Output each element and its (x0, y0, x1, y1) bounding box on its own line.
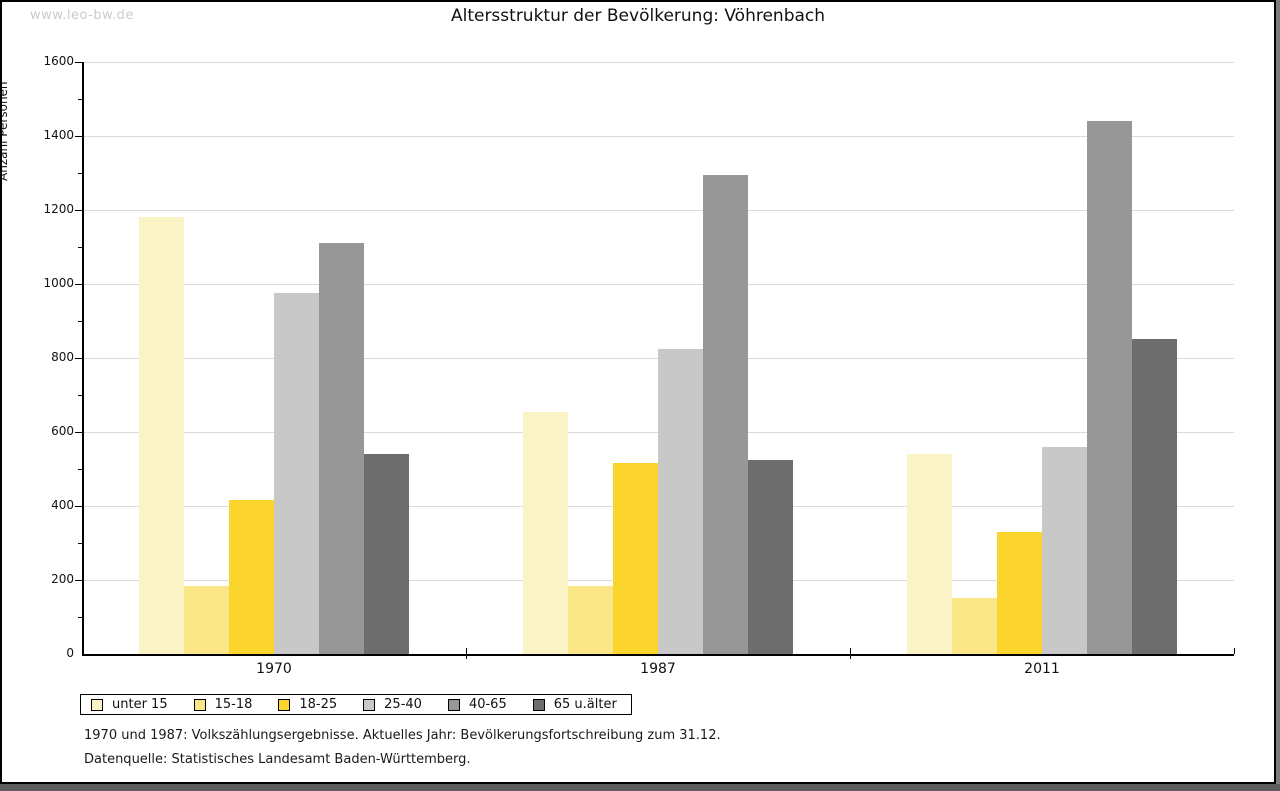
gridline-1000 (84, 284, 1234, 285)
bar-65-u-lter-1987 (748, 460, 793, 654)
legend-label-40-65: 40-65 (468, 697, 507, 712)
y-minor-tick-100 (78, 617, 82, 618)
y-minor-tick-700 (78, 395, 82, 396)
bar-40-65-2011 (1087, 121, 1132, 654)
y-tick-label-200: 200 (51, 572, 74, 586)
y-tick-label-800: 800 (51, 350, 74, 364)
bar-18-25-2011 (997, 532, 1042, 654)
bar-25-40-1987 (658, 349, 703, 654)
y-tick-label-0: 0 (66, 646, 74, 660)
y-axis-title: Anzahl Personen (0, 81, 10, 181)
vertical-scrollbar[interactable] (1276, 0, 1280, 791)
footnote-line-1: 1970 und 1987: Volkszählungsergebnisse. … (84, 728, 721, 743)
bar-15-18-1970 (184, 586, 229, 654)
y-tick-label-1000: 1000 (43, 276, 74, 290)
y-tick-1600 (75, 62, 82, 63)
y-minor-tick-900 (78, 321, 82, 322)
bar-18-25-1987 (613, 463, 658, 654)
y-minor-tick-300 (78, 543, 82, 544)
bar-40-65-1970 (319, 243, 364, 654)
legend-label-unter-15: unter 15 (112, 697, 168, 712)
legend-label-18-25: 18-25 (299, 697, 338, 712)
bar-40-65-1987 (703, 175, 748, 654)
gridline-1200 (84, 210, 1234, 211)
y-axis-line (82, 62, 84, 656)
bar-18-25-1970 (229, 500, 274, 654)
y-tick-label-1400: 1400 (43, 128, 74, 142)
y-tick-label-1200: 1200 (43, 202, 74, 216)
bar-65-u-lter-2011 (1132, 339, 1177, 654)
legend-swatch-25-40 (363, 698, 376, 711)
y-tick-200 (75, 580, 82, 581)
legend-entry-25-40: 25-40 (363, 697, 422, 712)
legend-swatch-65-u-lter (532, 698, 545, 711)
footnote-line-2: Datenquelle: Statistisches Landesamt Bad… (84, 752, 471, 767)
legend-swatch-40-65 (447, 698, 460, 711)
x-tick-2 (850, 648, 851, 659)
legend-entry-40-65: 40-65 (447, 697, 507, 712)
x-tick-3 (1234, 648, 1235, 654)
x-tick-1 (466, 648, 467, 659)
y-minor-tick-1500 (78, 99, 82, 100)
legend-label-65-u-lter: 65 u.älter (553, 697, 617, 712)
legend-entry-unter-15: unter 15 (91, 697, 168, 712)
legend: unter 15 15-18 18-25 25-40 40-65 65 u.älter (80, 694, 632, 715)
bar-unter-15-1987 (523, 412, 568, 654)
bar-unter-15-1970 (139, 217, 184, 654)
y-tick-1400 (75, 136, 82, 137)
y-tick-label-1600: 1600 (43, 54, 74, 68)
gridline-1600 (84, 62, 1234, 63)
y-tick-800 (75, 358, 82, 359)
y-minor-tick-1300 (78, 173, 82, 174)
y-tick-label-600: 600 (51, 424, 74, 438)
y-tick-400 (75, 506, 82, 507)
horizontal-scrollbar[interactable] (0, 784, 1280, 791)
legend-label-15-18: 15-18 (214, 697, 253, 712)
watermark: www.leo-bw.de (30, 8, 134, 23)
legend-label-25-40: 25-40 (384, 697, 422, 712)
y-tick-1000 (75, 284, 82, 285)
x-axis-label-2011: 2011 (1024, 661, 1060, 677)
y-tick-600 (75, 432, 82, 433)
legend-swatch-15-18 (193, 698, 206, 711)
gridline-1400 (84, 136, 1234, 137)
legend-entry-18-25: 18-25 (278, 697, 337, 712)
y-minor-tick-1100 (78, 247, 82, 248)
chart-title: Altersstruktur der Bevölkerung: Vöhrenba… (450, 6, 826, 26)
bar-15-18-2011 (952, 598, 997, 654)
legend-swatch-18-25 (278, 698, 291, 711)
y-tick-1200 (75, 210, 82, 211)
legend-entry-65-u-lter: 65 u.älter (532, 697, 617, 712)
legend-swatch-unter-15 (91, 698, 103, 711)
x-axis-label-1970: 1970 (256, 661, 292, 677)
bar-65-u-lter-1970 (364, 454, 409, 654)
bar-15-18-1987 (568, 586, 613, 654)
bar-unter-15-2011 (907, 454, 952, 654)
y-tick-label-400: 400 (51, 498, 74, 512)
y-minor-tick-500 (78, 469, 82, 470)
x-axis-label-1987: 1987 (640, 661, 676, 677)
x-axis-line (82, 654, 1234, 656)
bar-25-40-2011 (1042, 447, 1087, 654)
legend-entry-15-18: 15-18 (193, 697, 253, 712)
bar-25-40-1970 (274, 293, 319, 654)
